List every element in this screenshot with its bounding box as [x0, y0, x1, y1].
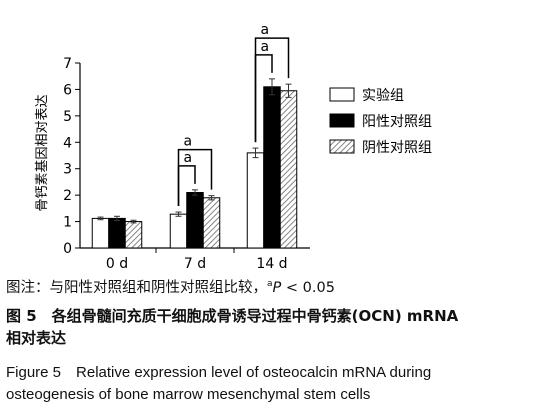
significance-bracket	[254, 37, 290, 143]
significance-label: a	[261, 22, 270, 38]
y-tick-label: 2	[63, 188, 72, 204]
chart-axes: 0 1 2 3 4 5 6 7 0 d 7 d 14 d	[63, 56, 310, 270]
chart-bars	[91, 78, 298, 249]
significance-label: a	[184, 134, 193, 150]
bar	[169, 213, 188, 249]
y-tick-label: 1	[63, 215, 72, 231]
bar	[279, 90, 298, 249]
bar	[246, 152, 265, 249]
legend-swatch	[329, 87, 355, 102]
significance-label: a	[261, 39, 270, 55]
bar	[91, 217, 110, 249]
x-tick-label: 7 d	[184, 256, 206, 270]
chinese-caption-line-2: 相对表达	[6, 329, 67, 347]
y-tick-label: 4	[63, 135, 72, 151]
x-tick-label: 14 d	[256, 256, 287, 270]
bar	[108, 217, 126, 249]
note-p: P	[272, 280, 282, 296]
note-prefix: 图注：与阳性对照组和阴性对照组比较，	[6, 280, 267, 296]
y-tick-label: 3	[63, 162, 72, 178]
y-tick-label: 0	[63, 241, 72, 257]
significance-bracket	[177, 148, 213, 207]
english-caption: Figure 5 Relative expression level of os…	[6, 362, 431, 406]
x-tick-label: 0 d	[106, 256, 128, 270]
y-tick-label: 7	[63, 56, 72, 72]
note-superscript: a	[267, 279, 273, 290]
legend-label: 阴性对照组	[362, 140, 432, 156]
legend-label: 实验组	[362, 88, 404, 104]
y-axis-label: 骨钙素基因相对表达	[35, 94, 50, 211]
english-caption-line-2: osteogenesis of bone marrow mesenchymal …	[6, 386, 371, 403]
y-tick-label: 5	[63, 109, 72, 125]
chinese-caption: 图 5 各组骨髓间充质干细胞成骨诱导过程中骨钙素(OCN) mRNA 相对表达	[6, 305, 458, 349]
english-caption-line-1: Figure 5 Relative expression level of os…	[6, 364, 432, 381]
legend-swatch	[329, 139, 355, 154]
legend-swatch	[329, 113, 355, 128]
bar	[186, 192, 204, 249]
bar	[263, 86, 281, 249]
significance-label: a	[184, 150, 193, 166]
y-tick-label: 6	[63, 82, 72, 98]
bar	[202, 197, 221, 249]
figure-note: 图注：与阳性对照组和阴性对照组比较，aP < 0.05	[6, 276, 335, 297]
chinese-caption-line-1: 图 5 各组骨髓间充质干细胞成骨诱导过程中骨钙素(OCN) mRNA	[6, 307, 459, 325]
legend-label: 阳性对照组	[362, 114, 432, 130]
note-suffix: < 0.05	[281, 280, 335, 296]
bar	[124, 221, 143, 249]
